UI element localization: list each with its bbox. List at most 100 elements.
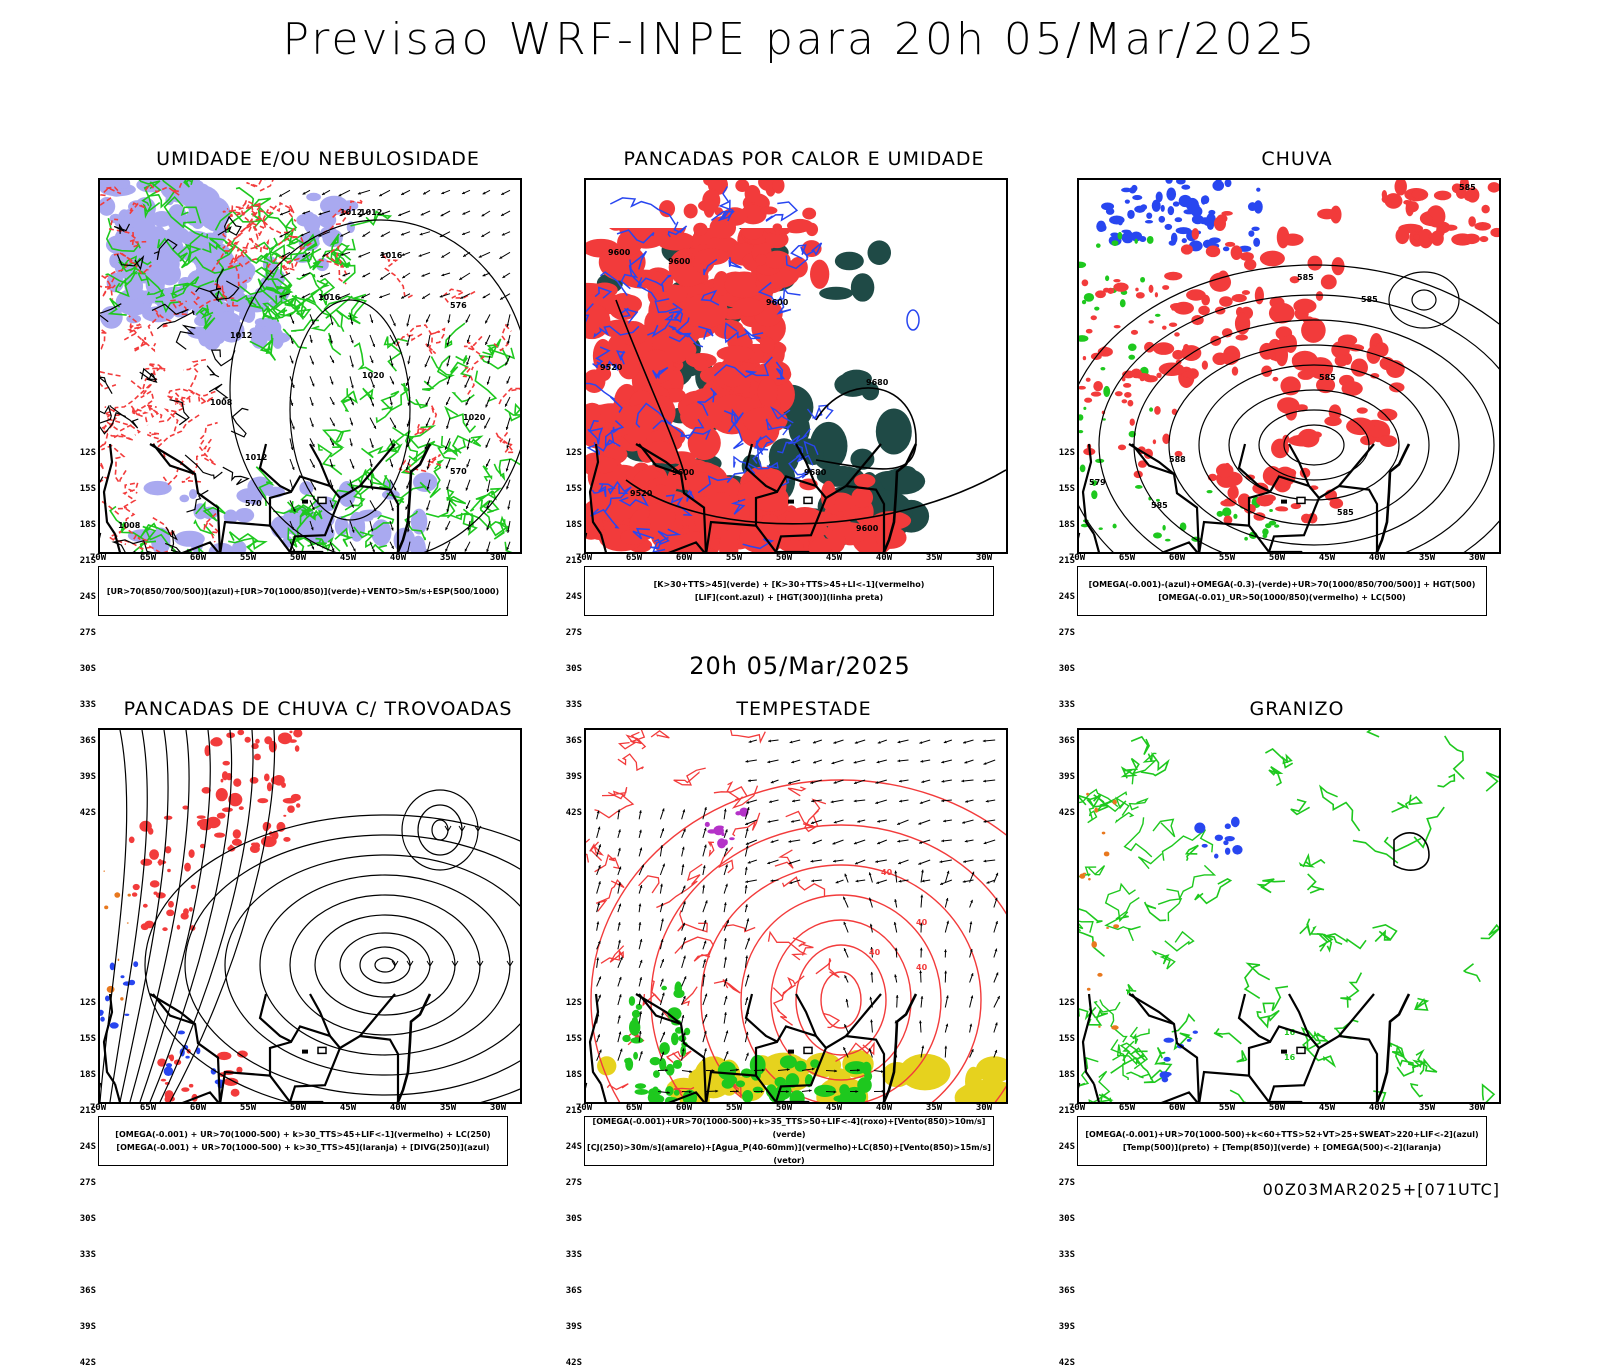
lon-tick-label: 45W [819,553,849,563]
contour-line [1311,928,1331,951]
lat-tick-label: 18S [66,1070,96,1080]
contour-line [1141,754,1168,776]
lat-tick-label: 42S [66,1358,96,1368]
field-cell [139,821,151,832]
streamline [185,835,520,1095]
lat-tick-label: 42S [552,1358,582,1368]
contour-line [714,787,747,797]
contour-label: 570 [450,467,467,476]
field-cell [1219,296,1233,307]
lon-tick-label: 60W [183,1103,213,1113]
field-cell [1232,294,1247,302]
field-cell [110,1022,119,1028]
field-cell [1121,283,1126,289]
field-cell [1253,238,1260,247]
contour-line [247,180,274,191]
lon-tick-label: 30W [483,553,513,563]
field-cell [1159,1071,1169,1078]
field-cell [829,529,846,552]
contour-line [1245,964,1270,999]
map-area[interactable] [98,728,522,1104]
contour-line [1308,874,1325,893]
contour-line [1438,775,1455,787]
lat-tick-label: 42S [1045,1358,1075,1368]
lat-tick-label: 15S [552,484,582,494]
contour-ring [591,780,1006,1102]
field-cell [189,907,193,912]
field-cell [1115,391,1123,396]
field-cell [306,193,321,201]
field-cell [1153,532,1162,538]
field-cell [157,860,166,864]
field-cell [1166,188,1176,201]
lat-tick-label: 12S [66,448,96,458]
contour-line [823,1013,839,1027]
temp850-contours [1079,730,1499,1102]
field-cell [1134,239,1137,244]
panel-legend: [UR>70(850/700/500)](azul)+[UR>70(1000/8… [98,566,508,616]
field-cell [1202,844,1208,848]
lat-tick-label: 15S [66,1034,96,1044]
contour-line [788,787,805,796]
field-cell [1113,524,1117,529]
lake-marker [302,500,308,504]
field-cell [1088,878,1091,881]
field-cell [736,1080,745,1087]
field-cell [1201,295,1210,306]
field-cell [868,240,891,265]
contour-line [709,842,714,855]
contour-ring [821,972,861,1028]
field-cell [123,982,128,986]
state-border [340,1036,398,1102]
contour-line [147,405,177,422]
lon-tick-label: 35W [1412,1103,1442,1113]
contour-line [714,980,740,994]
field-cell [1321,275,1337,290]
legend-line: [OMEGA(-0.001)+UR>70(1000-500)+k>35_TTS>… [585,1115,993,1141]
field-cell [1154,406,1161,415]
lon-tick-label: 40W [1362,553,1392,563]
panel-legend: [K>30+TTS>45](verde) + [K>30+TTS>45+LI<-… [584,566,994,616]
contour-line [223,467,249,485]
field-cell [1251,227,1259,231]
field-cell [1206,246,1221,258]
field-cell [1149,407,1153,411]
field-cell [1082,300,1086,304]
lon-tick-label: 40W [383,553,413,563]
field-cell [1169,322,1177,326]
field-cell [1148,320,1154,324]
contour-ring [1412,290,1436,310]
wind-arrowhead [983,739,986,742]
panel-legend: [OMEGA(-0.001)+UR>70(1000-500)+k>35_TTS>… [584,1116,994,1166]
rain-shading [1382,180,1499,248]
field-cell [181,912,189,919]
legend-line: [CJ(250)>30m/s](amarelo)+[Agua_P(40-60mm… [585,1141,993,1167]
lon-tick-label: 45W [1312,553,1342,563]
contour-line [1116,898,1139,920]
contour-label: 9520 [630,489,653,498]
field-cell [162,927,167,931]
field-cell [1156,191,1163,202]
field-cell [1083,873,1087,875]
lat-tick-label: 12S [1045,448,1075,458]
thunderstorm-shading [197,730,303,853]
field-cell [1271,439,1289,459]
field-cell [158,262,181,285]
state-border [270,1026,340,1102]
contour-line [255,232,302,249]
field-cell [165,846,172,853]
field-cell [1380,435,1397,447]
field-cell [1434,191,1451,201]
panel-legend: [OMEGA(-0.001)+UR>70(1000-500)+k<60+TTS>… [1077,1116,1487,1166]
field-cell [659,200,675,217]
field-cell [269,741,277,753]
field-cell [167,869,171,872]
field-cell [665,1086,673,1096]
lat-tick-label: 18S [1045,520,1075,530]
